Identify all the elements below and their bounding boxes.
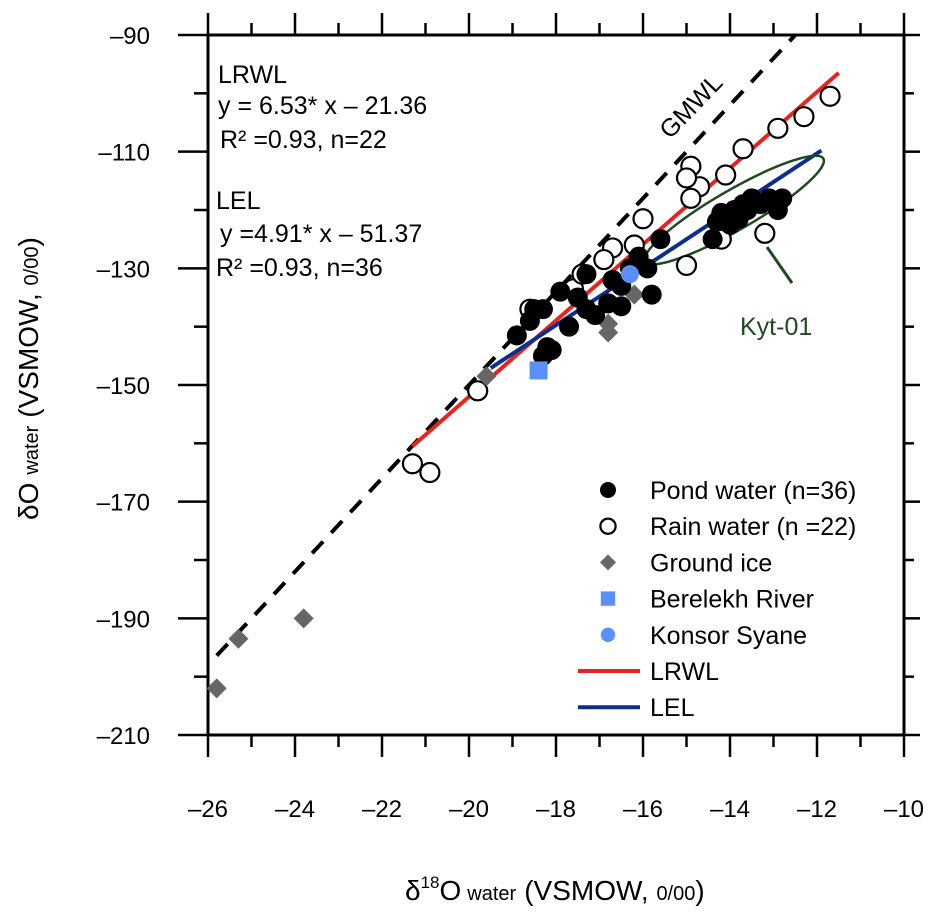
pond-water-point [720, 214, 740, 235]
data-points [206, 85, 841, 699]
x-title-permil: 0/00 [656, 883, 695, 905]
legend-pond-water-marker [600, 482, 616, 498]
rain-water-point [401, 453, 424, 475]
lrwl-r2: R² =0.93, n=22 [220, 126, 387, 154]
y-tick-label: –130 [97, 256, 150, 283]
y-tick-label: –170 [97, 490, 150, 517]
lel-r2: R² =0.93, n=36 [216, 254, 383, 282]
pond-water-point [585, 305, 606, 325]
rain-water-point [754, 222, 776, 244]
konsor-syane-point [620, 265, 639, 284]
pond-water-point [772, 188, 793, 209]
rain-water-point [419, 461, 441, 484]
pond-water-point [559, 316, 580, 337]
axis-ticks [178, 13, 920, 757]
lel-equation: y =4.91* x – 51.37 [220, 220, 422, 248]
x-tick-label: –14 [710, 796, 750, 823]
legend-konsor-syane-label: Konsor Syane [650, 622, 807, 650]
lel-line [489, 148, 823, 370]
rain-water-point [680, 187, 702, 209]
pond-water-point [702, 229, 723, 250]
y-title-permil: 0/00 [21, 247, 43, 286]
legend: Pond water (n=36) Rain water (n =22) Groun… [578, 477, 856, 722]
x-tick-label: –20 [449, 796, 489, 823]
x-title-close: ) [695, 875, 704, 906]
rain-water-point [675, 254, 698, 277]
gmwl-label: GMWL [654, 69, 728, 144]
ground-ice-point [206, 678, 227, 699]
x-axis-title: δ18O water (VSMOW, 0/00) [405, 873, 705, 906]
y-tick-label: –190 [97, 606, 150, 633]
rain-water-point [467, 380, 489, 402]
pond-water-point [519, 310, 540, 331]
x-title-o: O [440, 875, 462, 906]
pond-water-point [532, 299, 553, 320]
kyt-label: Kyt-01 [740, 313, 812, 341]
y-tick-label: –150 [97, 373, 150, 400]
berelekh-river-point [529, 361, 548, 380]
rain-water-point [793, 106, 815, 128]
y-tick-label: –210 [97, 723, 150, 750]
legend-lrwl-label: LRWL [650, 658, 719, 686]
legend-ground-ice-marker [600, 554, 616, 571]
x-title-sub: water [466, 883, 516, 905]
ground-ice-point [228, 628, 249, 649]
pond-water-point [550, 281, 571, 302]
legend-berelekh-river-marker [600, 591, 616, 606]
x-tick-label: –10 [884, 796, 924, 823]
legend-lel-label: LEL [650, 694, 695, 722]
ground-ice-point [598, 322, 619, 343]
lrwl-equation: y = 6.53* x – 21.36 [218, 92, 427, 120]
y-title-tail: (VSMOW, [13, 285, 44, 417]
y-title-close: ) [13, 237, 44, 246]
x-tick-label: –18 [536, 796, 576, 823]
legend-pond-water-label: Pond water (n=36) [650, 477, 856, 505]
gmwl-line [215, 33, 797, 658]
y-title-sub: water [21, 425, 43, 475]
y-tick-label: –90 [110, 23, 150, 50]
legend-rain-water-marker [599, 517, 617, 535]
lel-title: LEL [216, 187, 261, 215]
pond-water-point [602, 270, 623, 290]
rain-water-point [675, 167, 698, 189]
x-title-tail: (VSMOW, [524, 875, 656, 906]
x-tick-label: –24 [275, 796, 315, 823]
pond-water-point [506, 325, 527, 346]
y-axis-title: δO water (VSMOW, 0/00) [13, 237, 44, 520]
pond-water-point [541, 340, 562, 360]
rain-water-point [819, 85, 841, 107]
x-tick-labels: –26 –24 –22 –20 –18 –16 –14 –12 –10 [188, 796, 924, 823]
legend-rain-water-label: Rain water (n =22) [650, 513, 856, 541]
pond-water-point [650, 229, 671, 250]
y-tick-labels: –90 –110 –130 –150 –170 –190 –210 [97, 23, 150, 750]
pond-water-point [737, 200, 758, 220]
x-tick-label: –16 [623, 796, 663, 823]
pond-water-point [641, 284, 662, 305]
rain-water-point [632, 208, 654, 230]
rain-water-point [767, 117, 789, 139]
pond-water-point [637, 258, 658, 279]
pond-water-point [567, 287, 588, 308]
legend-ground-ice-label: Ground ice [650, 549, 772, 577]
x-tick-label: –22 [362, 796, 402, 823]
y-title-delta: δO [13, 483, 44, 520]
rain-water-point [593, 248, 615, 271]
y-tick-label: –110 [98, 140, 150, 167]
rain-water-point [732, 138, 754, 160]
pond-water-point [576, 264, 597, 285]
kyt-pointer [765, 246, 794, 284]
rain-water-point [715, 164, 737, 186]
legend-berelekh-river-label: Berelekh River [650, 586, 814, 614]
pond-water-point [611, 296, 632, 317]
legend-konsor-syane-marker [600, 627, 616, 642]
x-title-delta: δ [405, 875, 421, 906]
x-tick-label: –26 [188, 796, 228, 823]
ground-ice-point [476, 366, 497, 387]
lrwl-title: LRWL [218, 61, 287, 89]
ground-ice-point [293, 608, 314, 629]
x-tick-label: –12 [797, 796, 837, 823]
x-title-sup: 18 [421, 873, 440, 892]
